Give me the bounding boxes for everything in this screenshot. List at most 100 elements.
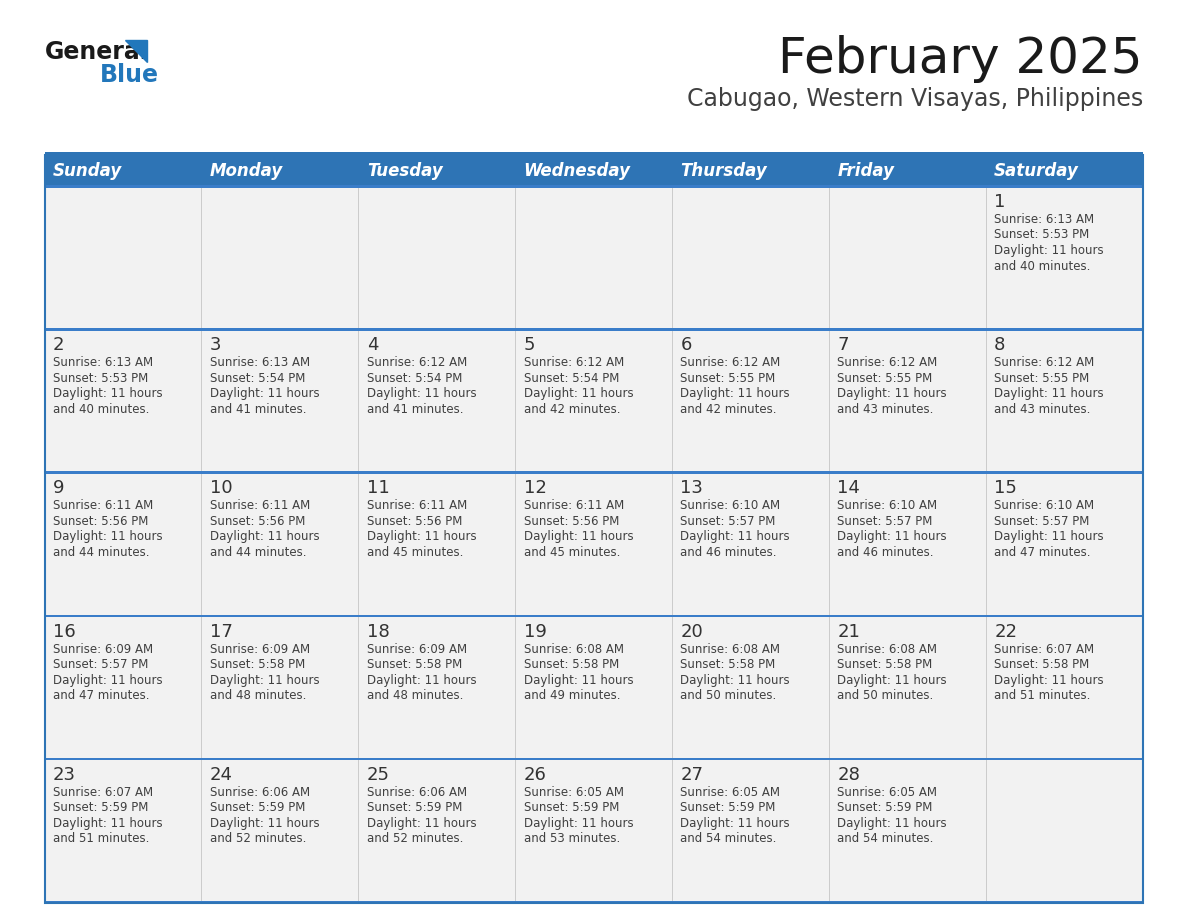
Text: Sunrise: 6:10 AM: Sunrise: 6:10 AM [681,499,781,512]
Text: 8: 8 [994,336,1005,354]
Text: Sunset: 5:56 PM: Sunset: 5:56 PM [210,515,305,528]
Text: Sunset: 5:57 PM: Sunset: 5:57 PM [53,658,148,671]
Text: Sunset: 5:53 PM: Sunset: 5:53 PM [994,229,1089,241]
Text: 5: 5 [524,336,535,354]
Bar [986,474,1143,617]
Text: and 42 minutes.: and 42 minutes. [681,403,777,416]
Text: Saturday: Saturday [994,162,1079,180]
Text: Sunset: 5:54 PM: Sunset: 5:54 PM [367,372,462,385]
Text: Sunrise: 6:08 AM: Sunrise: 6:08 AM [681,643,781,655]
Bar [202,187,359,330]
Text: and 44 minutes.: and 44 minutes. [53,546,150,559]
Text: 28: 28 [838,766,860,784]
Text: Sunday: Sunday [53,162,122,180]
Polygon shape [125,40,147,62]
Text: Sunset: 5:57 PM: Sunset: 5:57 PM [994,515,1089,528]
Bar [986,155,1143,187]
Text: and 45 minutes.: and 45 minutes. [524,546,620,559]
Text: February 2025: February 2025 [778,35,1143,83]
Text: Daylight: 11 hours: Daylight: 11 hours [838,531,947,543]
Bar [516,760,672,903]
Text: Sunrise: 6:12 AM: Sunrise: 6:12 AM [838,356,937,369]
Bar [45,330,202,474]
Text: Sunset: 5:56 PM: Sunset: 5:56 PM [53,515,148,528]
Bar [202,617,359,760]
Text: Sunrise: 6:13 AM: Sunrise: 6:13 AM [994,213,1094,226]
Text: Daylight: 11 hours: Daylight: 11 hours [838,387,947,400]
Bar [359,474,516,617]
Bar [516,474,672,617]
Bar [45,760,202,903]
Text: and 48 minutes.: and 48 minutes. [367,689,463,702]
Text: and 53 minutes.: and 53 minutes. [524,833,620,845]
Text: 11: 11 [367,479,390,498]
Bar [986,330,1143,474]
Bar [359,760,516,903]
Text: Sunrise: 6:06 AM: Sunrise: 6:06 AM [210,786,310,799]
Text: Daylight: 11 hours: Daylight: 11 hours [681,387,790,400]
Text: and 41 minutes.: and 41 minutes. [367,403,463,416]
Bar [672,760,829,903]
Text: 7: 7 [838,336,848,354]
Text: Sunset: 5:59 PM: Sunset: 5:59 PM [524,801,619,814]
Text: 21: 21 [838,622,860,641]
Text: 14: 14 [838,479,860,498]
Text: Sunrise: 6:12 AM: Sunrise: 6:12 AM [681,356,781,369]
Text: Sunset: 5:58 PM: Sunset: 5:58 PM [524,658,619,671]
Text: 13: 13 [681,479,703,498]
Bar [829,760,986,903]
Text: Daylight: 11 hours: Daylight: 11 hours [838,817,947,830]
Text: and 51 minutes.: and 51 minutes. [53,833,150,845]
Text: and 47 minutes.: and 47 minutes. [994,546,1091,559]
Text: Sunrise: 6:08 AM: Sunrise: 6:08 AM [524,643,624,655]
Bar [829,474,986,617]
Text: Daylight: 11 hours: Daylight: 11 hours [210,817,320,830]
Bar [202,760,359,903]
Bar [829,330,986,474]
Text: Sunrise: 6:13 AM: Sunrise: 6:13 AM [210,356,310,369]
Text: Tuesday: Tuesday [367,162,442,180]
Text: Sunset: 5:58 PM: Sunset: 5:58 PM [367,658,462,671]
Text: 3: 3 [210,336,221,354]
Bar [45,474,202,617]
Text: Daylight: 11 hours: Daylight: 11 hours [367,817,476,830]
Text: Daylight: 11 hours: Daylight: 11 hours [210,387,320,400]
Bar [516,187,672,330]
Text: 2: 2 [53,336,64,354]
Text: Daylight: 11 hours: Daylight: 11 hours [53,674,163,687]
Text: Sunset: 5:57 PM: Sunset: 5:57 PM [681,515,776,528]
Text: Daylight: 11 hours: Daylight: 11 hours [681,531,790,543]
Bar [202,330,359,474]
Text: Sunset: 5:56 PM: Sunset: 5:56 PM [524,515,619,528]
Text: General: General [45,40,148,64]
Text: 26: 26 [524,766,546,784]
Text: Sunset: 5:59 PM: Sunset: 5:59 PM [681,801,776,814]
Bar [516,617,672,760]
Text: Blue: Blue [100,63,159,87]
Text: Sunrise: 6:10 AM: Sunrise: 6:10 AM [838,499,937,512]
Bar [672,187,829,330]
Text: and 54 minutes.: and 54 minutes. [838,833,934,845]
Bar [45,617,202,760]
Text: Sunset: 5:55 PM: Sunset: 5:55 PM [681,372,776,385]
Bar [516,155,672,187]
Bar [672,155,829,187]
Text: Cabugao, Western Visayas, Philippines: Cabugao, Western Visayas, Philippines [687,87,1143,111]
Text: Daylight: 11 hours: Daylight: 11 hours [367,674,476,687]
Text: Sunset: 5:59 PM: Sunset: 5:59 PM [53,801,148,814]
Text: Monday: Monday [210,162,283,180]
Text: Sunset: 5:59 PM: Sunset: 5:59 PM [367,801,462,814]
Bar [829,617,986,760]
Text: Daylight: 11 hours: Daylight: 11 hours [994,674,1104,687]
Text: Thursday: Thursday [681,162,767,180]
Bar [516,330,672,474]
Text: and 47 minutes.: and 47 minutes. [53,689,150,702]
Text: Sunrise: 6:09 AM: Sunrise: 6:09 AM [367,643,467,655]
Text: Wednesday: Wednesday [524,162,631,180]
Text: Daylight: 11 hours: Daylight: 11 hours [367,387,476,400]
Text: 25: 25 [367,766,390,784]
Text: and 42 minutes.: and 42 minutes. [524,403,620,416]
Text: Daylight: 11 hours: Daylight: 11 hours [210,674,320,687]
Bar [202,474,359,617]
Bar [45,757,1143,760]
